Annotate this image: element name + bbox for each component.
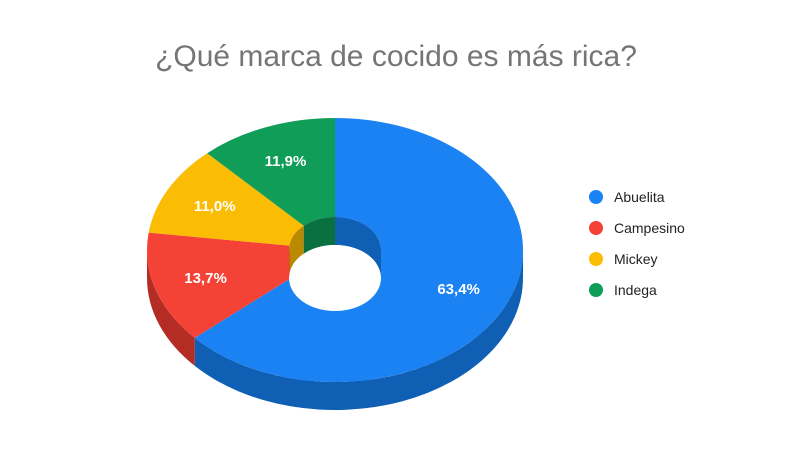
inner-wall-indega-b: [303, 216, 335, 254]
data-label-abuelita: 63,4%: [437, 281, 480, 298]
legend-marker-indega: [589, 283, 603, 297]
inner-wall-abuelita: [335, 217, 381, 278]
side-abuelita: [194, 250, 523, 410]
slice-indega: [207, 118, 335, 226]
chart-title: ¿Qué marca de cocido es más rica?: [155, 40, 637, 73]
inner-wall-mickey-b: [289, 225, 304, 274]
data-label-mickey: 11,0%: [194, 198, 236, 215]
data-label-campesino: 13,7%: [184, 270, 227, 287]
legend-label-abuelita: Abuelita: [614, 189, 665, 205]
slice-abuelita: [194, 118, 524, 383]
legend-label-campesino: Campesino: [614, 220, 685, 236]
data-label-indega: 11,9%: [265, 153, 307, 170]
donut-hole: [289, 245, 381, 311]
legend-marker-mickey: [589, 252, 603, 266]
legend-label-mickey: Mickey: [614, 251, 658, 267]
legend-marker-abuelita: [589, 190, 603, 204]
pie-data-labels: 63,4% 13,7% 11,0% 11,9%: [184, 153, 480, 298]
slice-mickey: [148, 153, 304, 246]
slice-campesino: [146, 232, 301, 338]
legend-marker-campesino: [589, 221, 603, 235]
pie-side-walls: [147, 250, 523, 410]
pie-slices: [146, 118, 524, 383]
legend: Abuelita Campesino Mickey Indega: [589, 189, 685, 298]
legend-label-indega: Indega: [614, 282, 657, 298]
side-campesino: [147, 250, 195, 366]
